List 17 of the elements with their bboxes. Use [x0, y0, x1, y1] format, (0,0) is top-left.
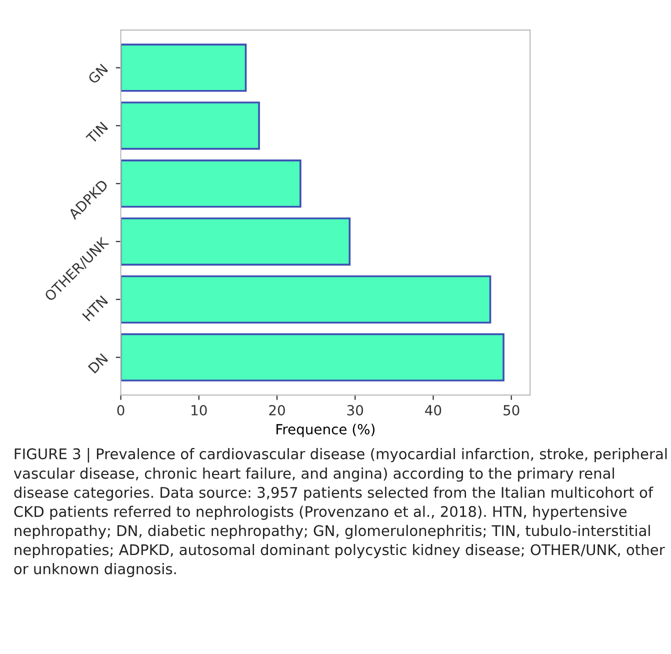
- y-tick-label: TIN: [86, 122, 108, 144]
- caption: FIGURE 3 | Prevalence of cardiovascular disease (myocardial infarction, stroke, peripheral vascular disease, chronic heart failure, and angina) according to the primary renal disease categories. Data source: 3,957 patients selected from the Italian multicohort of CKD patients referred to nephrologists (Provenzano et al., 2018). HTN, hypertensive nephropathy; DN, diabetic nephropathy; GN, glomerulonephritis; TIN, tubulo-interstitial nephropaties; ADPKD, autosomal dominant polycystic kidney disease; OTHER/UNK, other or unknown diagnosis.: [14, 448, 667, 578]
- y-tick-label: DN: [88, 353, 108, 374]
- bar: [120, 102, 260, 150]
- y-tick-label: GN: [87, 64, 108, 84]
- x-tick-label: 50: [504, 404, 520, 416]
- x-tick-label: 0: [117, 404, 124, 416]
- bar: [120, 275, 492, 324]
- bar: [120, 333, 504, 382]
- x-tick-label: 20: [269, 404, 285, 416]
- x-tick-label: 10: [192, 404, 207, 416]
- bar: [120, 160, 302, 208]
- x-tick-label: 40: [425, 404, 442, 416]
- bar: [120, 217, 351, 266]
- bar: [120, 44, 247, 92]
- x-tick-label: 30: [347, 404, 364, 416]
- x-axis-title: Frequence (%): [276, 424, 374, 438]
